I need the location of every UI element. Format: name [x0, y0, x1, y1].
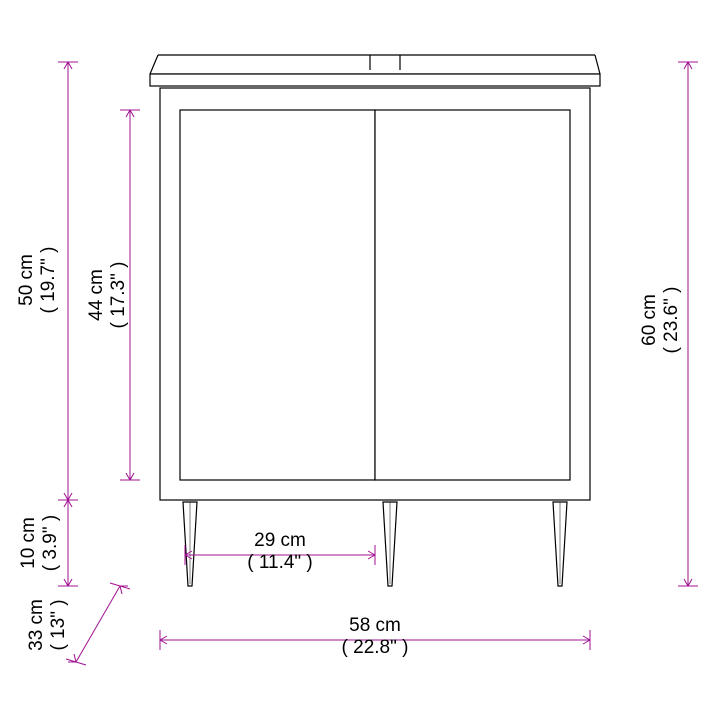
dim-label: 10 cm	[18, 517, 39, 569]
dim-w58: 58 cm( 22.8" )	[160, 615, 590, 658]
dim-label-in: ( 23.6" )	[661, 287, 682, 354]
dim-h44: 44 cm( 17.3" )	[86, 110, 140, 480]
top-left-edge	[150, 55, 158, 74]
top-right-edge	[595, 55, 600, 74]
dim-label: 60 cm	[639, 294, 660, 346]
dim-label: 50 cm	[16, 254, 37, 306]
dim-label: 33 cm	[26, 599, 47, 651]
door-left	[180, 110, 375, 480]
door-right	[375, 110, 570, 480]
dim-h50: 50 cm( 19.7" )	[16, 62, 78, 500]
dim-label-in: ( 19.7" )	[38, 247, 59, 314]
dim-l10: 10 cm( 3.9" )	[18, 500, 78, 586]
dim-label: 58 cm	[349, 615, 401, 636]
cabinet-drawing	[150, 55, 600, 586]
dim-label-in: ( 17.3" )	[108, 262, 129, 329]
dim-d33: 33 cm( 13" )	[26, 583, 130, 665]
dim-label-in: ( 13" )	[48, 599, 69, 650]
dim-label-in: ( 3.9" )	[40, 515, 61, 571]
dim-label: 29 cm	[254, 530, 306, 551]
top-slab-front	[150, 74, 600, 86]
dim-line	[76, 586, 120, 662]
dim-label: 44 cm	[86, 269, 107, 321]
top-notch	[370, 55, 400, 70]
dim-label-in: ( 22.8" )	[342, 637, 409, 658]
dim-w29: 29 cm( 11.4" )	[185, 530, 375, 573]
dim-label-in: ( 11.4" )	[247, 552, 313, 573]
dim-h60: 60 cm( 23.6" )	[639, 62, 698, 586]
